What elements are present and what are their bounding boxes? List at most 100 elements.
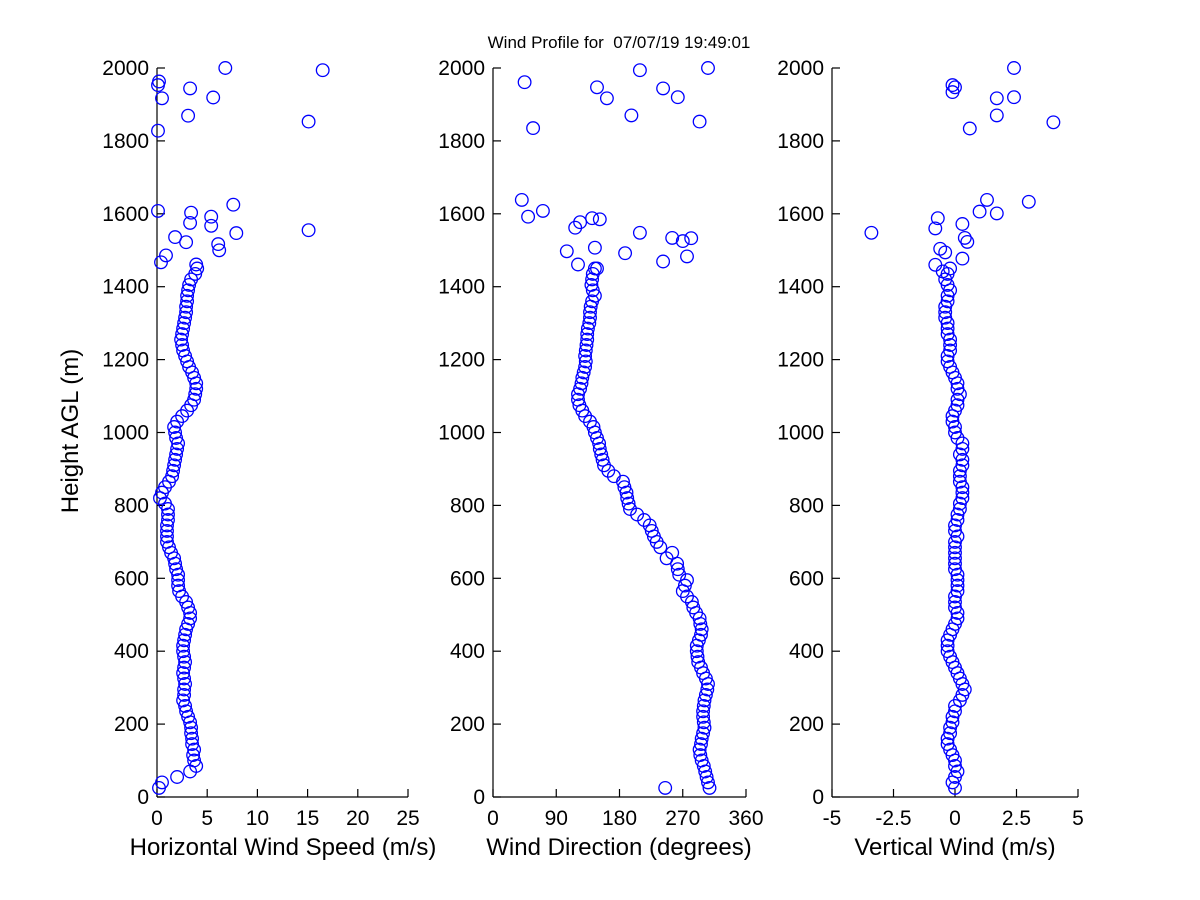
- y-tick-label: 1200: [102, 349, 149, 372]
- data-point-circle: [694, 753, 709, 768]
- data-point-circle: [578, 349, 593, 363]
- data-point-circle: [571, 392, 585, 407]
- data-point-circle: [179, 305, 194, 320]
- x-tick-label: 0: [487, 807, 499, 830]
- y-tick-label: 400: [114, 640, 149, 663]
- data-point-circle: [575, 370, 590, 385]
- data-point-circle: [637, 513, 652, 527]
- data-point-circle: [989, 91, 1004, 106]
- data-point-circle: [582, 316, 597, 331]
- data-point-circle: [583, 305, 597, 320]
- data-point-circle: [694, 627, 708, 642]
- y-axis-label: Height AGL (m): [57, 348, 84, 514]
- data-point-circle: [579, 338, 594, 352]
- x-tick-label: 5: [201, 807, 213, 830]
- data-point-circle: [948, 545, 962, 560]
- y-tick-label: 1400: [438, 276, 485, 299]
- data-point-circle: [940, 354, 955, 369]
- x-tick-label: 25: [396, 807, 419, 830]
- data-point-circle: [623, 502, 637, 516]
- data-point-circle: [177, 633, 192, 648]
- data-point-circle: [315, 63, 330, 78]
- data-point-circle: [930, 211, 945, 226]
- data-point-circle: [167, 458, 182, 473]
- y-tick-label: 800: [450, 494, 485, 517]
- data-point-circle: [152, 74, 166, 89]
- y-tick-label: 600: [450, 567, 485, 590]
- y-tick-label: 200: [114, 713, 149, 736]
- data-point-circle: [948, 759, 962, 773]
- data-point-circle: [183, 611, 198, 626]
- x-tick-label: -2.5: [875, 807, 911, 830]
- data-point-circle: [517, 75, 532, 90]
- data-point-circle: [176, 693, 191, 708]
- data-point-circle: [178, 655, 193, 670]
- data-point-circle: [955, 217, 970, 231]
- data-point-circle: [955, 436, 970, 451]
- data-point-circle: [693, 748, 708, 763]
- data-point-circle: [585, 211, 600, 226]
- data-point-circle: [686, 600, 701, 615]
- data-point-circle: [948, 562, 962, 577]
- data-point-circle: [684, 231, 699, 246]
- data-point-circle: [955, 491, 970, 506]
- x-axis-label-wind-direction: Wind Direction (degrees): [486, 834, 752, 861]
- data-point-circle: [177, 316, 192, 331]
- data-point-circle: [180, 288, 195, 303]
- y-tick-label: 0: [812, 786, 824, 809]
- data-point-circle: [187, 753, 202, 768]
- data-point-circle: [948, 698, 962, 713]
- data-point-circle: [943, 343, 958, 358]
- data-point-circle: [696, 709, 711, 724]
- data-point-circle: [670, 562, 685, 577]
- data-point-circle: [574, 376, 589, 391]
- data-point-circle: [630, 507, 645, 522]
- data-point-circle: [177, 682, 192, 697]
- y-tick-label: 0: [137, 786, 149, 809]
- data-point-circle: [181, 709, 196, 724]
- data-point-circle: [166, 463, 181, 478]
- data-point-circle: [672, 567, 687, 582]
- data-point-circle: [948, 600, 962, 615]
- y-tick-label: 1600: [777, 203, 824, 226]
- data-point-circle: [689, 644, 704, 659]
- data-point-circle: [175, 409, 190, 424]
- data-point-circle: [952, 469, 967, 484]
- y-tick-label: 1000: [102, 422, 149, 445]
- y-tick-label: 600: [114, 567, 149, 590]
- data-point-circle: [580, 321, 595, 336]
- data-point-circle: [155, 91, 169, 106]
- data-point-circle: [690, 649, 705, 664]
- data-point-circle: [1007, 61, 1021, 75]
- data-point-circle: [179, 704, 194, 719]
- data-point-circle: [590, 261, 604, 276]
- data-point-circle: [168, 425, 183, 440]
- data-point-circle: [160, 523, 174, 538]
- data-point-circle: [176, 638, 191, 653]
- data-point-circle: [189, 381, 204, 396]
- data-point-circle: [696, 726, 711, 741]
- data-point-circle: [692, 742, 707, 757]
- data-point-circle: [950, 573, 965, 588]
- data-point-circle: [950, 584, 965, 599]
- data-point-circle: [181, 283, 196, 298]
- data-point-circle: [161, 513, 175, 527]
- x-axis-label-horizontal-wind-speed: Horizontal Wind Speed (m/s): [129, 834, 437, 861]
- data-point-circle: [160, 518, 174, 533]
- y-tick-label: 1600: [102, 203, 149, 226]
- data-point-circle: [155, 775, 169, 790]
- data-point-circle: [699, 770, 714, 784]
- y-tick-label: 1400: [777, 276, 824, 299]
- data-point-circle: [169, 562, 184, 577]
- y-tick-label: 600: [789, 567, 824, 590]
- y-tick-label: 2000: [777, 57, 824, 80]
- data-point-circle: [204, 209, 219, 224]
- data-point-circle: [950, 578, 965, 593]
- data-point-circle: [176, 321, 191, 336]
- data-point-circle: [957, 230, 972, 245]
- data-point-circle: [181, 616, 196, 631]
- x-tick-label: -5: [823, 807, 842, 830]
- data-point-circle: [980, 192, 994, 207]
- data-point-circle: [573, 215, 588, 230]
